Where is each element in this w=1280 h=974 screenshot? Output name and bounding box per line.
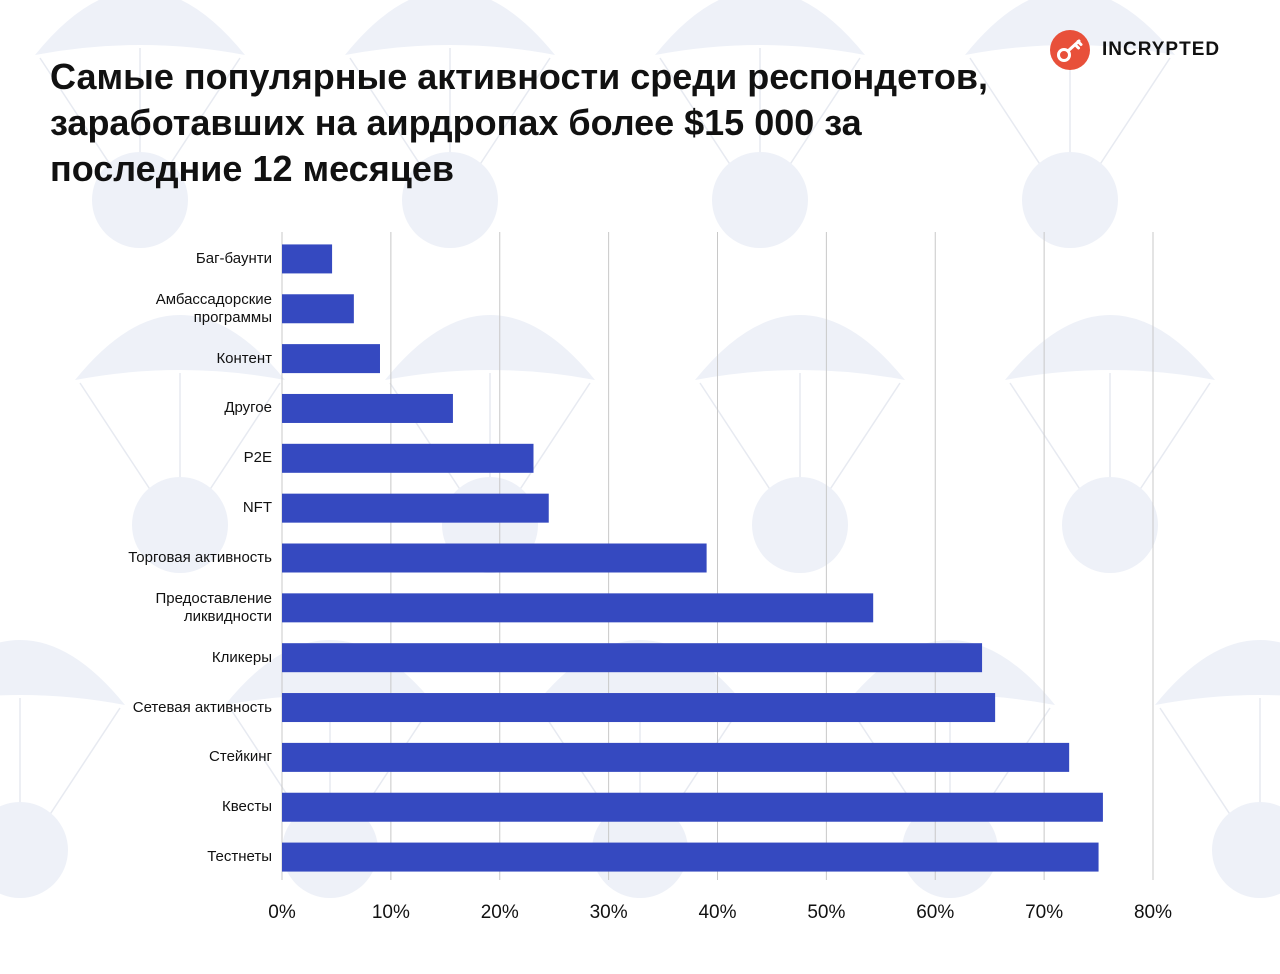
category-label-line: P2E <box>243 449 272 467</box>
parachute-watermark <box>695 315 905 573</box>
bar <box>282 593 874 623</box>
category-label: Тестнеты <box>22 848 272 866</box>
bar <box>282 443 534 473</box>
chart-title-line: Самые популярные активности среди респон… <box>50 56 988 97</box>
category-label-line: Предоставление <box>155 589 273 607</box>
category-label: NFT <box>22 499 272 517</box>
category-label-line: программы <box>193 308 272 326</box>
category-label-line: Тестнеты <box>207 848 272 866</box>
bar <box>282 742 1070 772</box>
category-label-line: Контент <box>216 349 272 367</box>
brand-name: INCRYPTED <box>1102 39 1221 60</box>
category-label-line: NFT <box>242 499 272 517</box>
key-icon <box>1050 30 1090 70</box>
category-label-line: Квесты <box>221 798 272 816</box>
x-tick-label: 80% <box>1134 902 1172 923</box>
x-tick-label: 20% <box>481 902 519 923</box>
category-label: Амбассадорские программы <box>22 291 272 327</box>
parachute-watermark <box>965 0 1175 248</box>
parachute-watermark <box>1155 640 1280 898</box>
x-tick-label: 60% <box>916 902 954 923</box>
bar <box>282 693 996 723</box>
chart-title: Самые популярные активности среди респон… <box>50 54 1050 192</box>
category-label: Торговая активность <box>22 549 272 567</box>
chart-title-line: последние 12 месяцев <box>50 148 454 189</box>
chart-title-line: заработавших на аирдропах более $15 000 … <box>50 102 862 143</box>
category-label: Контент <box>22 350 272 368</box>
x-tick-label: 70% <box>1025 902 1063 923</box>
bar <box>282 543 707 573</box>
parachute-watermark <box>75 315 285 573</box>
category-label-line: Стейкинг <box>209 748 272 766</box>
x-tick-label: 30% <box>590 902 628 923</box>
incrypted-logo: INCRYPTED <box>1050 30 1220 70</box>
category-label-line: Кликеры <box>211 648 272 666</box>
category-label: Кликеры <box>22 649 272 667</box>
category-label-line: Баг-баунти <box>195 249 272 267</box>
category-label-line: Торговая активность <box>128 549 272 566</box>
x-tick-label: 40% <box>698 902 736 923</box>
category-label-line: Сетевая активность <box>132 698 272 716</box>
category-label: Квесты <box>22 798 272 816</box>
bar <box>282 643 983 673</box>
bar <box>282 393 453 423</box>
category-label-line: ликвидности <box>183 607 272 625</box>
category-label: Стейкинг <box>22 748 272 766</box>
category-label: Баг-баунти <box>22 250 272 268</box>
bar <box>282 842 1099 872</box>
x-tick-label: 0% <box>268 902 296 923</box>
parachute-watermark <box>345 0 555 248</box>
x-tick-label: 10% <box>372 902 410 923</box>
parachute-watermark <box>655 0 865 248</box>
bar <box>282 792 1103 822</box>
bar <box>282 344 380 374</box>
category-label: P2E <box>22 449 272 467</box>
bar <box>282 244 333 274</box>
bar <box>282 294 354 324</box>
x-tick-label: 50% <box>807 902 845 923</box>
category-label-line: Другое <box>224 399 272 417</box>
parachute-watermark <box>35 0 245 248</box>
parachute-watermark <box>0 640 125 898</box>
category-label-line: Амбассадорские <box>155 290 272 308</box>
category-label: Предоставление ликвидности <box>22 589 273 626</box>
parachute-watermark <box>1005 315 1215 573</box>
category-label: Другое <box>22 399 272 417</box>
category-label: Сетевая активность <box>22 699 272 717</box>
bar <box>282 493 549 523</box>
